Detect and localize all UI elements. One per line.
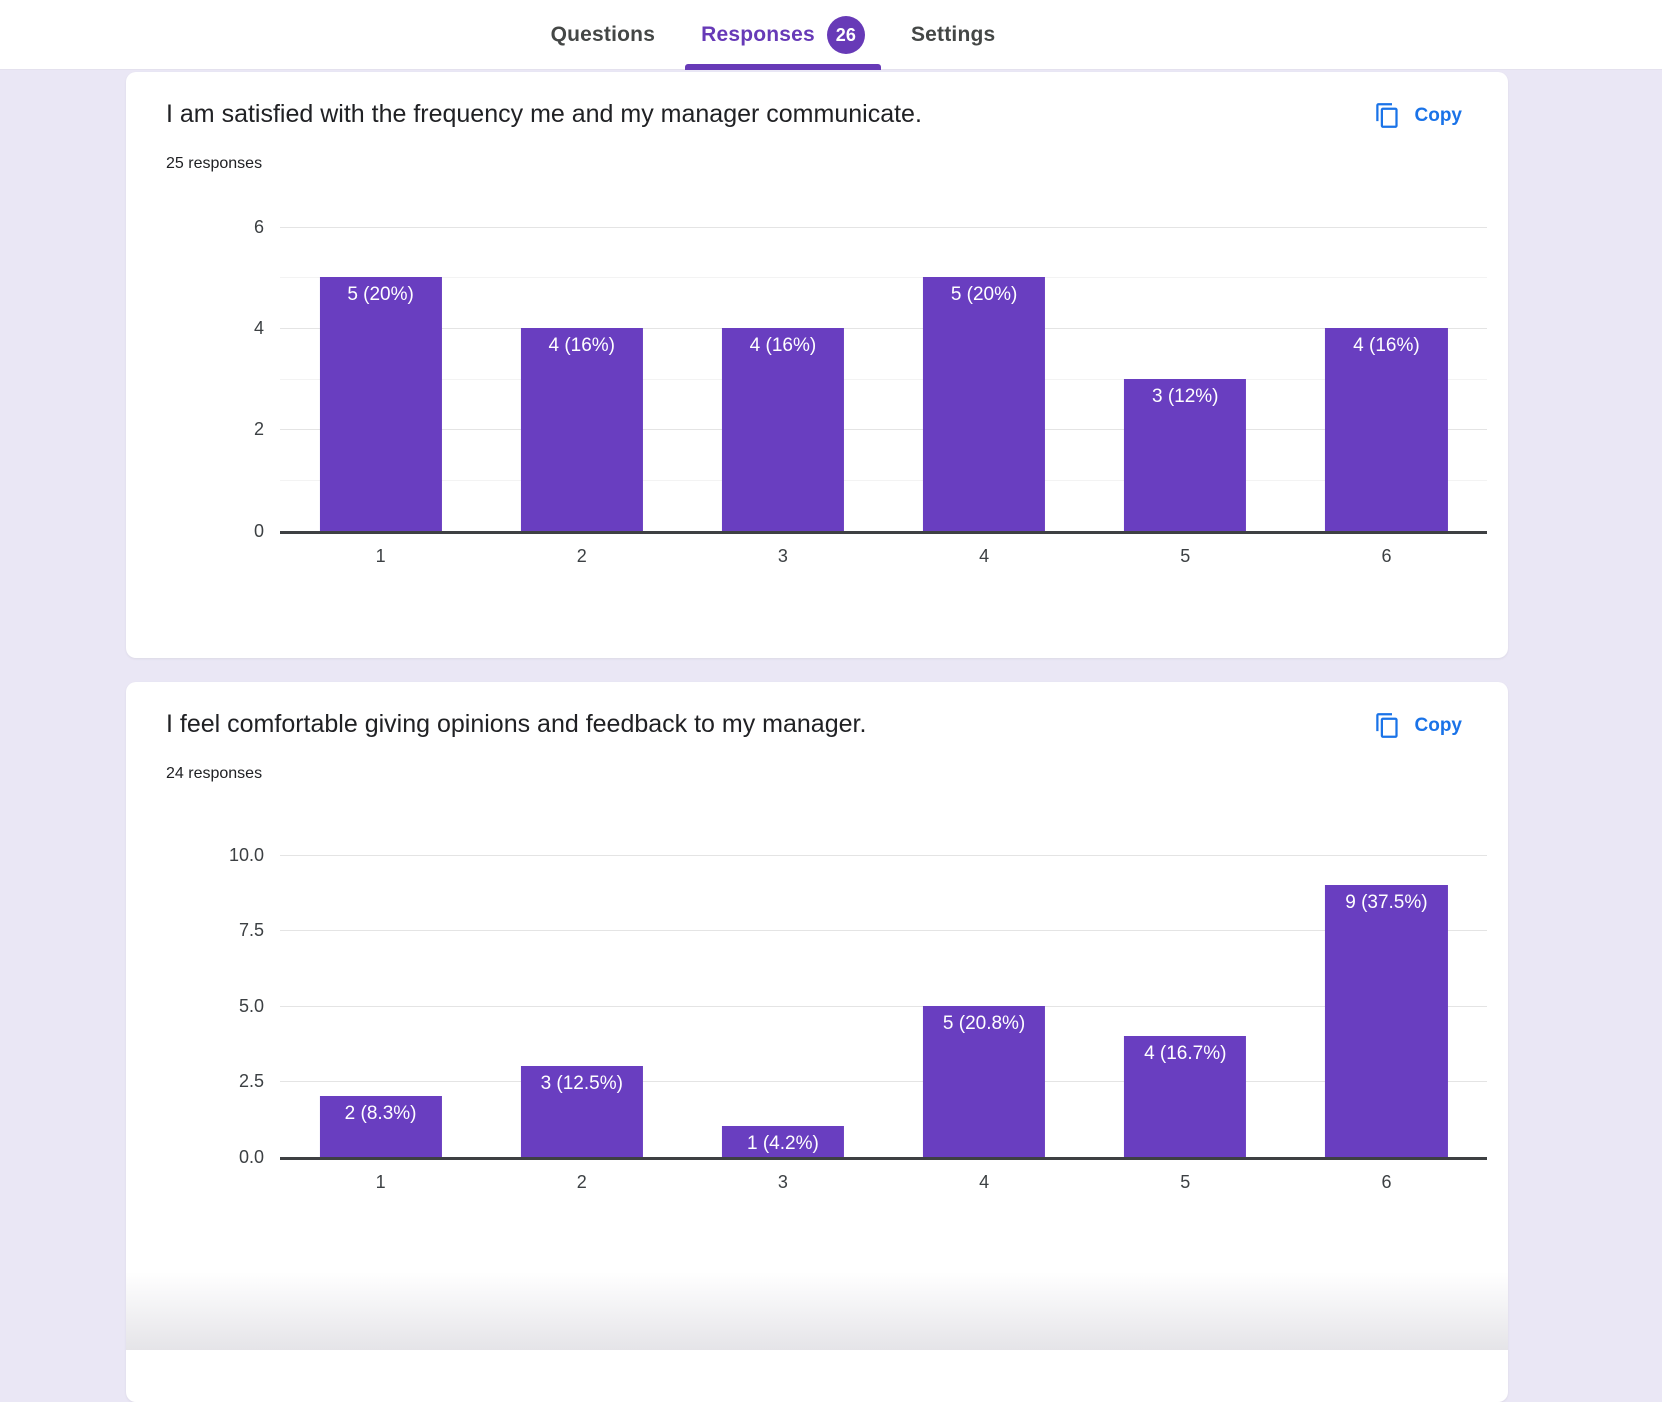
top-tab-bar: Questions Responses 26 Settings: [0, 0, 1662, 70]
gridline: [280, 226, 1487, 228]
chart-bar[interactable]: 5 (20.8%): [923, 1005, 1046, 1157]
x-axis-tick-label: 1: [375, 545, 386, 566]
copy-button[interactable]: Copy: [1374, 712, 1463, 739]
chart-plot-area: 0.0 2.5 5.0 7.5 10.0 2 (8.3%) 3 (12.5%) 1 (4.2%…: [229, 845, 1487, 1167]
y-axis-tick-label: 2: [253, 419, 264, 440]
bar-value-label: 1 (4.2%): [747, 1133, 819, 1155]
tab-settings[interactable]: Settings: [895, 0, 1011, 70]
tab-settings-label: Settings: [910, 23, 996, 46]
bar-value-label: 5 (20.8%): [942, 1012, 1026, 1034]
chart-bar[interactable]: 5 (20%): [319, 277, 442, 531]
x-axis-tick-label: 4: [979, 545, 990, 566]
chart-bar[interactable]: 3 (12%): [1124, 378, 1247, 531]
question-title: I feel comfortable giving opinions and f…: [166, 710, 867, 738]
copy-icon: [1374, 712, 1401, 739]
y-axis-tick-label: 4: [253, 317, 264, 338]
bar-value-label: 3 (12.5%): [540, 1072, 623, 1094]
bar-value-label: 4 (16%): [548, 334, 616, 356]
chart-bar[interactable]: 4 (16.7%): [1124, 1035, 1247, 1157]
x-axis-tick-label: 5: [1180, 1171, 1191, 1192]
tab-responses-label: Responses: [701, 23, 815, 46]
tab-questions-label: Questions: [550, 23, 656, 46]
x-axis-tick-label: 3: [777, 1171, 788, 1192]
y-axis-tick-label: 5.0: [238, 995, 264, 1016]
question-card-1: I am satisfied with the frequency me and…: [126, 72, 1508, 658]
bar-value-label: 4 (16.7%): [1144, 1042, 1227, 1064]
chart-bar[interactable]: 4 (16%): [1325, 327, 1448, 531]
y-axis-tick-label: 2.5: [238, 1071, 264, 1091]
chart-bar[interactable]: 1 (4.2%): [721, 1126, 844, 1157]
x-axis-tick-label: 6: [1381, 1171, 1392, 1192]
chart-plot-area: 0 2 4 6 5 (20%) 4 (16%) 4 (16%) 5 (20%) 3 (12%) 4…: [254, 217, 1487, 541]
response-count-badge: 26: [826, 16, 865, 54]
chart-bar[interactable]: 5 (20%): [923, 277, 1046, 531]
x-axis-labels: 1 2 3 4 5 6: [280, 1172, 1487, 1193]
y-axis-tick-label: 6: [253, 216, 264, 237]
chart-bar[interactable]: 4 (16%): [721, 327, 844, 531]
x-axis-tick-label: 6: [1381, 545, 1392, 566]
chart-bar[interactable]: 2 (8.3%): [319, 1096, 442, 1157]
gridline: [280, 930, 1487, 931]
bar-chart: 0.0 2.5 5.0 7.5 10.0 2 (8.3%) 3 (12.5%) 1 (4.2%…: [126, 845, 1508, 1193]
bar-value-label: 4 (16%): [749, 334, 817, 356]
gridline: [280, 277, 1487, 279]
chart-bar[interactable]: 3 (12.5%): [520, 1065, 643, 1157]
x-axis-tick-label: 3: [777, 545, 788, 566]
gridline: [280, 1005, 1487, 1007]
gridline: [280, 429, 1487, 431]
x-axis-tick-label: 2: [576, 545, 587, 566]
tab-questions[interactable]: Questions: [535, 0, 671, 70]
y-axis-tick-label: 7.5: [238, 920, 264, 940]
gridline: [280, 378, 1487, 380]
bar-value-label: 5 (20%): [950, 284, 1018, 306]
y-axis-tick-label: 0: [253, 520, 264, 541]
gridline: [280, 1081, 1487, 1082]
copy-button[interactable]: Copy: [1374, 102, 1463, 129]
x-axis-tick-label: 1: [375, 1171, 386, 1192]
bar-value-label: 9 (37.5%): [1345, 891, 1428, 913]
chart-bar[interactable]: 9 (37.5%): [1325, 884, 1448, 1157]
card-header: I am satisfied with the frequency me and…: [126, 72, 1508, 131]
x-axis-tick-label: 4: [979, 1171, 990, 1192]
bar-value-label: 2 (8.3%): [344, 1103, 417, 1125]
bar-value-label: 5 (20%): [347, 284, 414, 306]
bar-value-label: 3 (12%): [1151, 385, 1219, 407]
copy-label: Copy: [1414, 714, 1463, 736]
gridline: [280, 479, 1487, 481]
x-axis-tick-label: 2: [576, 1171, 587, 1192]
x-axis-tick-label: 5: [1180, 545, 1191, 566]
chart-bar[interactable]: 4 (16%): [520, 327, 643, 531]
copy-icon: [1374, 102, 1401, 129]
gridline: [280, 327, 1487, 329]
question-card-2: I feel comfortable giving opinions and f…: [126, 682, 1508, 1402]
response-count: 25 responses: [166, 154, 263, 172]
bar-chart: 0 2 4 6 5 (20%) 4 (16%) 4 (16%) 5 (20%) 3 (12%) 4…: [126, 217, 1508, 567]
active-tab-underline: [685, 64, 881, 70]
response-count: 24 responses: [166, 764, 263, 782]
question-title: I am satisfied with the frequency me and…: [166, 100, 922, 128]
gridline: [280, 854, 1487, 856]
y-axis-tick-label: 10.0: [228, 844, 264, 865]
copy-label: Copy: [1414, 104, 1463, 126]
y-axis-tick-label: 0.0: [238, 1146, 264, 1167]
bar-value-label: 4 (16%): [1353, 334, 1420, 356]
responses-content: I am satisfied with the frequency me and…: [126, 72, 1508, 1402]
tab-group: Questions Responses 26 Settings: [535, 0, 1012, 70]
x-axis-labels: 1 2 3 4 5 6: [280, 546, 1487, 567]
card-header: I feel comfortable giving opinions and f…: [126, 682, 1508, 741]
tab-responses[interactable]: Responses 26: [685, 0, 881, 70]
